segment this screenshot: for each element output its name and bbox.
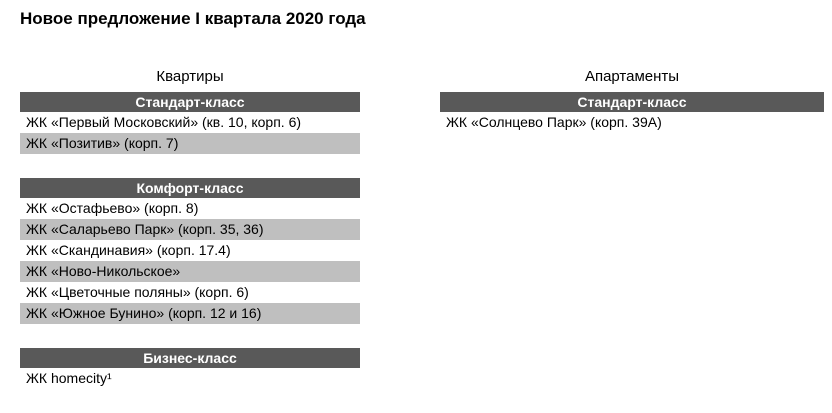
page-title: Новое предложение I квартала 2020 года [20,9,366,28]
table-row: ЖК «Южное Бунино» (корп. 12 и 16) [20,303,360,324]
table-row: ЖК «Цветочные поляны» (корп. 6) [20,282,360,303]
table-row: ЖК «Позитив» (корп. 7) [20,133,360,154]
section-header: Стандарт-класс [20,92,360,112]
section-comfort-class-flats: Комфорт-класс ЖК «Остафьево» (корп. 8) Ж… [20,178,360,324]
section-standart-class-apartments: Стандарт-класс ЖК «Солнцево Парк» (корп.… [440,92,824,133]
section-standart-class-flats: Стандарт-класс ЖК «Первый Московский» (к… [20,92,360,154]
section-header: Бизнес-класс [20,348,360,368]
table-row: ЖК homecity¹ [20,368,360,389]
column-apartments: Апартаменты Стандарт-класс ЖК «Солнцево … [440,66,824,157]
table-row: ЖК «Первый Московский» (кв. 10, корп. 6) [20,112,360,133]
table-row: ЖК «Скандинавия» (корп. 17.4) [20,240,360,261]
column-heading-apartments: Апартаменты [584,68,680,85]
column-heading-flats: Квартиры [156,68,224,85]
table-row: ЖК «Солнцево Парк» (корп. 39А) [440,112,824,133]
section-header: Стандарт-класс [440,92,824,112]
table-row: ЖК «Ново-Никольское» [20,261,360,282]
table-row: ЖК «Саларьево Парк» (корп. 35, 36) [20,219,360,240]
section-header: Комфорт-класс [20,178,360,198]
section-business-class-flats: Бизнес-класс ЖК homecity¹ [20,348,360,389]
column-flats: Квартиры Стандарт-класс ЖК «Первый Моско… [20,66,360,413]
table-row: ЖК «Остафьево» (корп. 8) [20,198,360,219]
